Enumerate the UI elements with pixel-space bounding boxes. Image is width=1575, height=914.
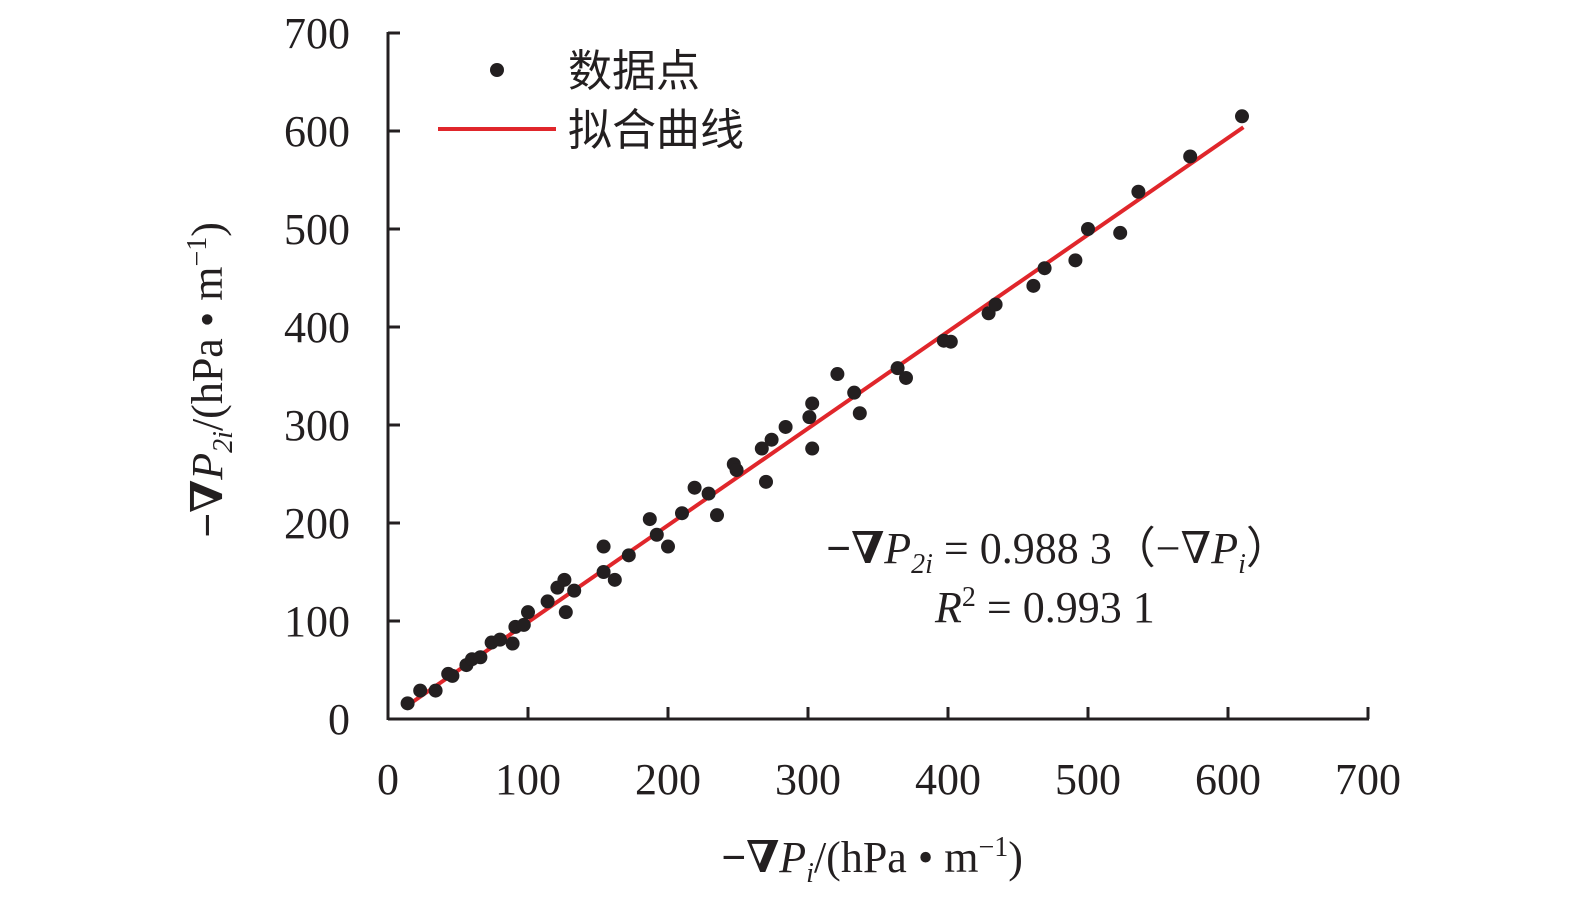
fit-line <box>405 125 1245 709</box>
data-point <box>701 486 716 501</box>
data-point <box>759 474 773 489</box>
data-point <box>830 367 845 382</box>
x-tick-label: 500 <box>1055 755 1121 804</box>
y-tick-label: 600 <box>284 107 350 156</box>
data-point <box>988 297 1003 312</box>
y-tick-label: 300 <box>284 401 350 450</box>
data-point <box>687 480 702 495</box>
data-point <box>596 539 611 554</box>
data-point <box>661 539 675 554</box>
data-point <box>1026 278 1041 293</box>
data-point <box>764 432 779 447</box>
data-point <box>567 583 582 598</box>
data-point <box>413 683 428 698</box>
data-point <box>754 441 769 456</box>
y-ticks: 0 100 200 300 400 500 600 700 <box>284 9 400 744</box>
data-point <box>675 506 689 521</box>
x-tick-label: 0 <box>377 755 399 804</box>
x-tick-label: 300 <box>775 755 841 804</box>
data-point <box>1113 225 1128 240</box>
legend-marker <box>490 63 504 77</box>
x-tick-label: 700 <box>1335 755 1401 804</box>
x-axis-label: −∇Pi/(hPa • m−1) <box>721 832 1023 889</box>
legend: 数据点 拟合曲线 <box>438 47 744 155</box>
data-point <box>621 548 636 563</box>
x-tick-label: 400 <box>915 755 981 804</box>
data-point <box>1183 149 1198 164</box>
y-axis-label: −∇P2i/(hPa • m−1) <box>182 222 239 538</box>
x-tick-label: 600 <box>1195 755 1261 804</box>
data-point <box>1235 109 1249 124</box>
axes <box>386 32 1369 721</box>
data-point <box>778 419 793 434</box>
fit-equation: −∇P2i = 0.988 3（−∇Pi） <box>826 524 1290 580</box>
data-point <box>890 361 905 376</box>
y-tick-label: 500 <box>284 205 350 254</box>
data-point <box>493 632 507 647</box>
data-point <box>607 572 622 587</box>
y-tick-label: 700 <box>284 9 350 58</box>
data-point <box>516 617 531 632</box>
x-ticks: 0 100 200 300 400 500 600 700 <box>377 707 1401 804</box>
data-point <box>540 594 555 609</box>
y-tick-label: 100 <box>284 597 350 646</box>
data-point <box>852 406 867 421</box>
data-point <box>802 410 817 425</box>
data-point <box>847 385 862 400</box>
data-point <box>649 527 664 542</box>
data-point <box>642 512 657 527</box>
data-points <box>400 109 1249 711</box>
data-point <box>1037 261 1052 276</box>
data-point <box>729 463 744 478</box>
data-point <box>1131 184 1146 199</box>
data-point <box>899 370 913 385</box>
y-tick-label: 200 <box>284 499 350 548</box>
data-point <box>505 636 520 651</box>
data-point <box>805 441 820 456</box>
y-tick-label: 0 <box>328 695 350 744</box>
data-point <box>558 605 573 620</box>
data-point <box>557 572 572 587</box>
data-point <box>1068 253 1083 268</box>
data-point <box>1081 222 1095 236</box>
data-point <box>710 508 724 523</box>
data-point <box>400 696 415 711</box>
legend-label-fit: 拟合曲线 <box>568 106 744 155</box>
data-point <box>428 683 443 698</box>
x-tick-label: 200 <box>635 755 701 804</box>
r-squared: R2 = 0.993 1 <box>934 582 1155 632</box>
y-tick-label: 400 <box>284 303 350 352</box>
data-point <box>805 396 820 411</box>
x-tick-label: 100 <box>495 755 561 804</box>
data-point <box>943 334 958 349</box>
legend-label-points: 数据点 <box>568 47 700 96</box>
data-point <box>521 605 535 620</box>
data-point <box>596 565 611 579</box>
data-point <box>445 668 460 683</box>
data-point <box>473 650 488 665</box>
